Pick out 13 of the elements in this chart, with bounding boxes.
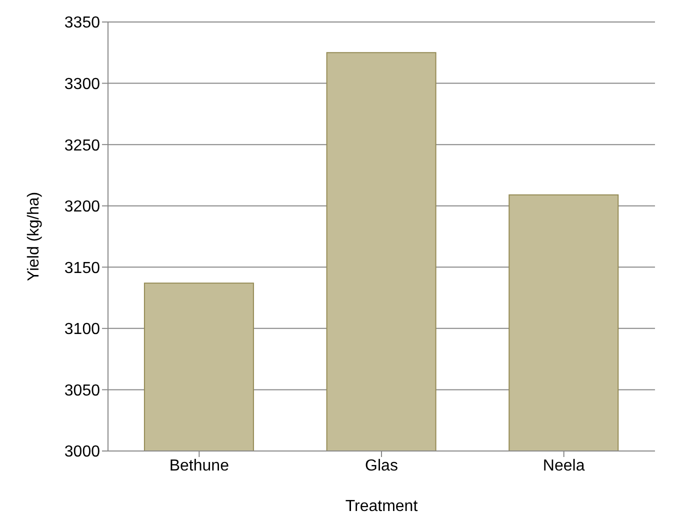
y-tick-label: 3300 xyxy=(64,76,100,93)
y-tick-label: 3050 xyxy=(64,382,100,400)
y-tick-label: 3250 xyxy=(64,137,100,154)
y-tick-label: 3200 xyxy=(64,198,100,216)
x-tick-label: Glas xyxy=(365,457,398,474)
y-tick-label: 3350 xyxy=(64,14,100,32)
y-tick-label: 3100 xyxy=(64,321,100,338)
y-tick-label: 3000 xyxy=(64,444,100,461)
x-tick-label: Bethune xyxy=(169,457,230,474)
x-tick-label: Neela xyxy=(542,457,585,474)
x-axis-title: Treatment xyxy=(345,498,418,515)
y-axis-title: Yield (kg/ha) xyxy=(26,192,43,282)
y-tick-label: 3150 xyxy=(64,260,100,277)
